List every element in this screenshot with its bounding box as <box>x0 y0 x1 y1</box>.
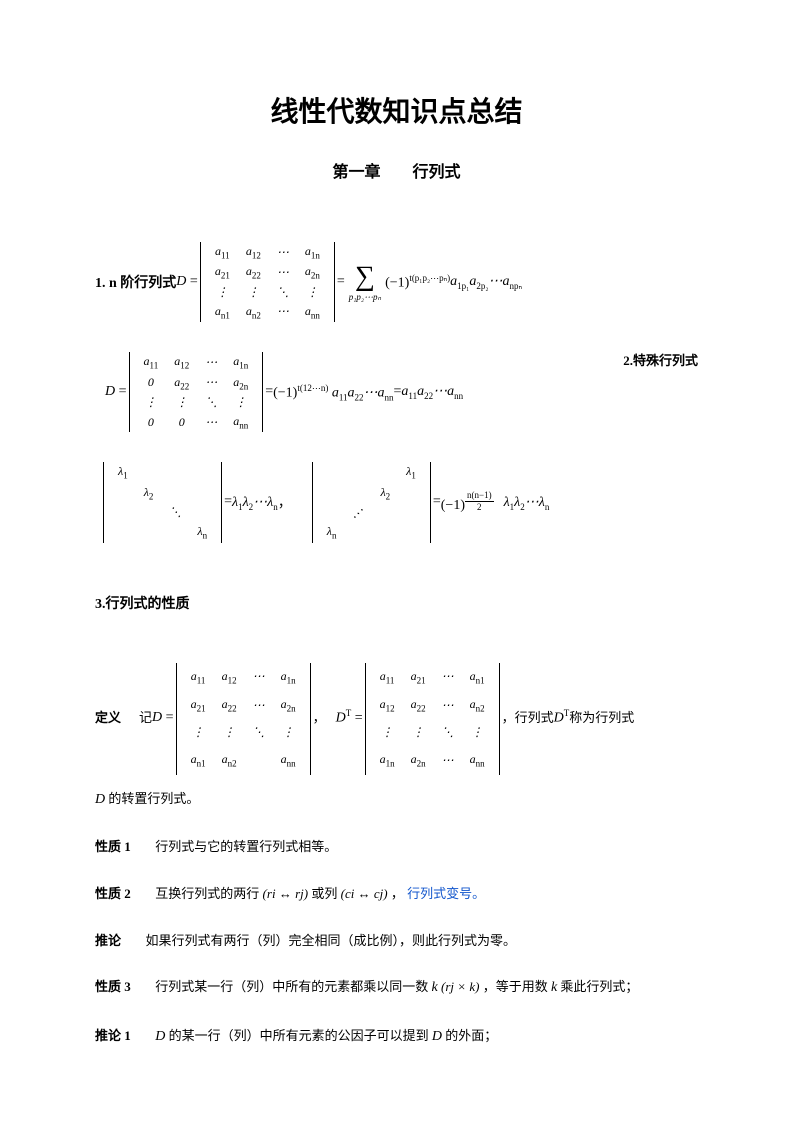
def-DT: DT = <box>336 705 363 732</box>
def-D: D = <box>152 705 174 732</box>
eq2-rhs2: a11a22⋯ann <box>401 383 463 401</box>
equals-icon: = <box>224 494 232 510</box>
comma: ， <box>313 706 326 731</box>
def-matrix-a: a11a12⋯a1n a21a22⋯a2n ⋮⋮⋱⋮ an1an2ann <box>176 663 311 775</box>
document-title: 线性代数知识点总结 <box>95 90 698 130</box>
definition-row: 定义 记 D = a11a12⋯a1n a21a22⋯a2n ⋮⋮⋱⋮ an1a… <box>95 663 698 775</box>
def-tail1: ，行列式 <box>502 706 554 731</box>
eq1-sign: (−1)t(p₁p₂⋯pₙ) <box>385 273 450 292</box>
eq3-anti-rhs: λ1λ2⋯λn <box>504 494 550 512</box>
section-3-label: 3.行列式的性质 <box>95 593 698 613</box>
eq1-lhs-var: D = <box>176 274 198 290</box>
eq1-product: a1p₁a2p₂⋯anpₙ <box>450 273 522 292</box>
section-2-label: 2.特殊行列式 <box>623 350 698 369</box>
equals-icon: = <box>394 384 402 400</box>
property-2: 性质 2 互换行列式的两行 (ri ↔ rj) 或列 (ci ↔ cj) ， 行… <box>95 882 698 907</box>
eq3-diag-rhs: λ1λ2⋯λn <box>232 494 278 512</box>
eq3-diag-determinant: λ1 λ2 ⋱ λn <box>103 462 222 542</box>
equation-2: D = a11a12⋯a1n 0a22⋯a2n ⋮⋮⋱⋮ 00⋯ann = (−… <box>105 352 698 432</box>
equals-icon: = <box>265 384 273 400</box>
comma: ， <box>278 492 292 512</box>
eq3-anti-sign: (−1)n(n−1)2 <box>441 491 494 514</box>
eq1-determinant: a11a12⋯a1n a21a22⋯a2n ⋮⋮⋱⋮ an1an2⋯ann <box>200 242 335 322</box>
equals-icon: = <box>433 494 441 510</box>
eq2-determinant: a11a12⋯a1n 0a22⋯a2n ⋮⋮⋱⋮ 00⋯ann <box>129 352 264 432</box>
definition-line2: D 的转置行列式。 <box>95 787 698 814</box>
eq2-lhs-var: D = <box>105 384 127 400</box>
equation-3: λ1 λ2 ⋱ λn = λ1λ2⋯λn ， λ1 λ2 ⋱ λn = (−1)… <box>101 462 698 542</box>
def-tail3: 称为行列式 <box>569 706 634 731</box>
definition-ji: 记 <box>139 706 152 731</box>
property-3: 性质 3 行列式某一行（列）中所有的元素都乘以同一数 k (rj × k) ，等… <box>95 975 698 1002</box>
sigma-icon: ∑ p₁p₂⋯pₙ <box>349 263 381 302</box>
definition-label: 定义 <box>95 706 121 731</box>
section-1-label: 1. n 阶行列式 <box>95 272 176 292</box>
equals-icon: = <box>337 274 345 290</box>
highlighted-text: 行列式变号。 <box>407 886 485 901</box>
property-1: 性质 1 行列式与它的转置行列式相等。 <box>95 835 698 860</box>
equation-1: 1. n 阶行列式 D = a11a12⋯a1n a21a22⋯a2n ⋮⋮⋱⋮… <box>95 242 698 322</box>
eq2-rhs1: (−1)t(12⋯n) a11a22⋯ann <box>273 383 393 402</box>
corollary-1: 推论 如果行列式有两行（列）完全相同（成比例），则此行列式为零。 <box>95 929 698 954</box>
def-matrix-b: a11a21⋯an1 a12a22⋯an2 ⋮⋮⋱⋮ a1na2n⋯ann <box>365 663 500 775</box>
corollary-2: 推论 1 D 的某一行（列）中所有元素的公因子可以提到 D 的外面； <box>95 1024 698 1051</box>
def-tail-DT: DT <box>554 705 570 732</box>
eq3-anti-determinant: λ1 λ2 ⋱ λn <box>312 462 431 542</box>
chapter-title: 第一章 行列式 <box>95 158 698 182</box>
